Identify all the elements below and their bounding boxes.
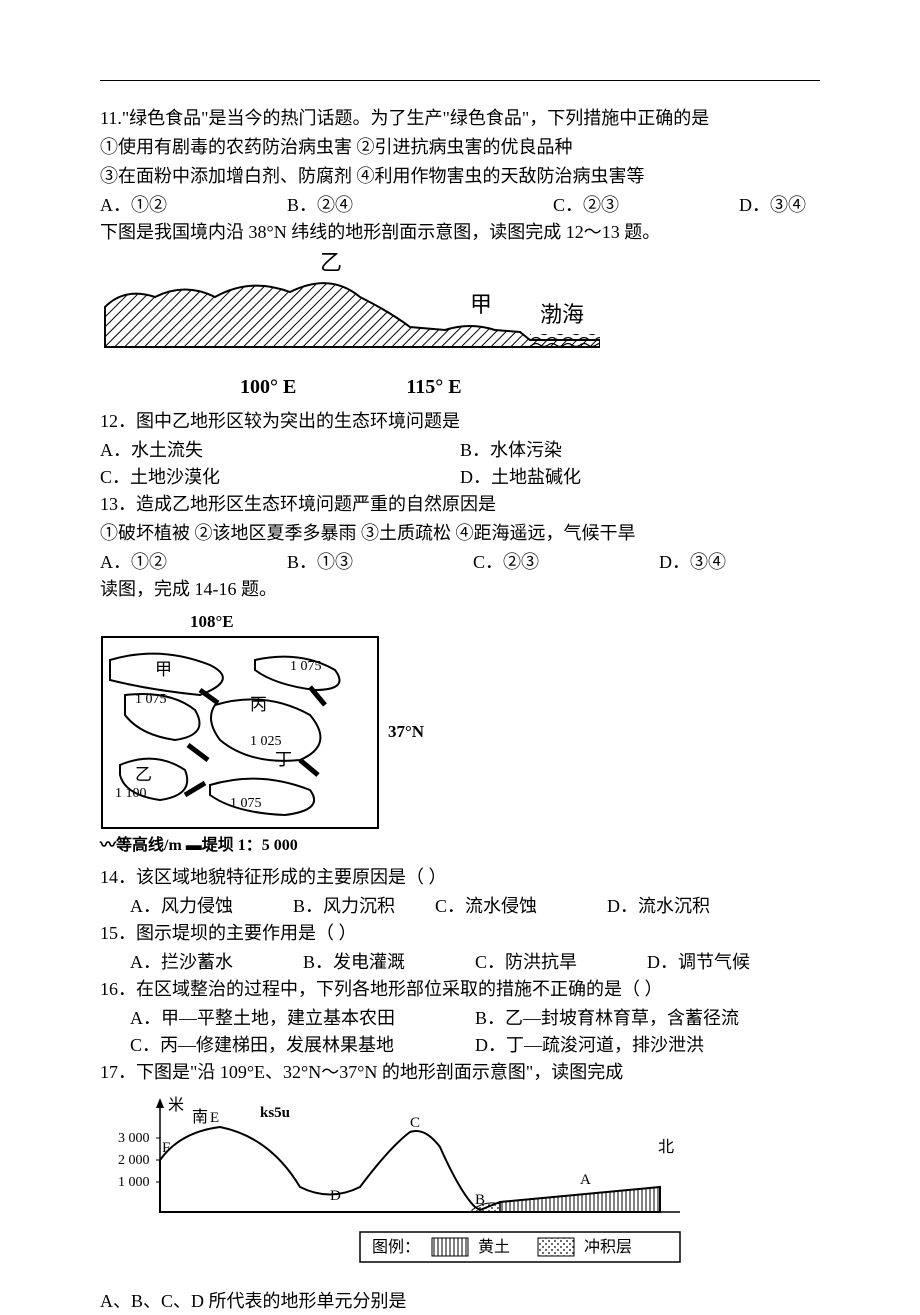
q12-opt-c: C．土地沙漠化	[100, 464, 460, 491]
q12-opt-a: A．水土流失	[100, 437, 460, 464]
q15-opt-b: B．发电灌溉	[303, 949, 405, 976]
contour-lat-label: 37°N	[388, 719, 424, 745]
intro-12-13: 下图是我国境内沿 38°N 纬线的地形剖面示意图，读图完成 12～13 题。	[100, 219, 820, 246]
q13-options: A．①② B．①③ C．②③ D．③④	[100, 549, 820, 576]
svg-text:1 075: 1 075	[290, 659, 322, 674]
svg-text:1 075: 1 075	[135, 692, 167, 707]
svg-text:F: F	[162, 1140, 170, 1156]
q13-opt-b: B．①③	[287, 549, 353, 576]
q16-opt-c: C．丙—修建梯田，发展林果基地	[130, 1032, 475, 1059]
q14-opt-b: B．风力沉积	[293, 893, 395, 920]
q15-opt-c: C．防洪抗旱	[475, 949, 577, 976]
svg-text:图例：: 图例：	[372, 1238, 420, 1256]
svg-text:A: A	[580, 1172, 591, 1188]
q11-opt-c: C．②③	[553, 192, 619, 219]
q14-opt-c: C．流水侵蚀	[435, 893, 537, 920]
contour-legend: 〰等高线/m ▬堤坝 1：5 000	[100, 834, 820, 858]
q15-options: A．拦沙蓄水 B．发电灌溉 C．防洪抗旱 D．调节气候	[100, 949, 820, 976]
q11-opt-b: B．②④	[287, 192, 353, 219]
q15-opt-d: D．调节气候	[647, 949, 750, 976]
q13-items: ①破坏植被 ②该地区夏季多暴雨 ③土质疏松 ④距海遥远，气候干旱	[100, 520, 820, 547]
q11-item-1: ①使用有剧毒的农药防治病虫害 ②引进抗病虫害的优良品种	[100, 134, 820, 161]
label-yi: 乙	[320, 252, 342, 275]
svg-text:1 000: 1 000	[118, 1175, 150, 1190]
svg-text:丁: 丁	[275, 750, 292, 769]
q11-opt-a: A．①②	[100, 192, 167, 219]
q16-row1: A．甲—平整土地，建立基本农田 B．乙—封坡育林育草，含蓄径流	[100, 1005, 820, 1032]
svg-text:米: 米	[168, 1096, 184, 1114]
profile-axis-labels: 100° E 115° E	[100, 372, 820, 402]
q14-stem: 14．该区域地貌特征形成的主要原因是（ ）	[100, 864, 820, 891]
svg-text:B: B	[475, 1192, 485, 1208]
q12-options-row1: A．水土流失 B．水体污染	[100, 437, 820, 464]
figure-profile-109e: 3 000 2 000 1 000 米 南 E ks5u 北 F D C B A…	[100, 1092, 820, 1280]
q12-options-row2: C．土地沙漠化 D．土地盐碱化	[100, 464, 820, 491]
q15-opt-a: A．拦沙蓄水	[130, 949, 233, 976]
svg-text:1 100: 1 100	[115, 786, 147, 801]
q11-stem: 11."绿色食品"是当今的热门话题。为了生产"绿色食品"，下列措施中正确的是	[100, 105, 820, 132]
svg-text:1 025: 1 025	[250, 734, 282, 749]
q16-opt-d: D．丁—疏浚河道，排沙泄洪	[475, 1032, 820, 1059]
svg-text:丙: 丙	[250, 695, 267, 714]
label-jia: 甲	[470, 292, 492, 317]
axis-115e: 115° E	[406, 372, 461, 402]
q16-opt-b: B．乙—封坡育林育草，含蓄径流	[475, 1005, 820, 1032]
svg-text:D: D	[330, 1188, 341, 1204]
q13-stem: 13．造成乙地形区生态环境问题严重的自然原因是	[100, 491, 820, 518]
label-sea: 渤海	[540, 302, 584, 327]
svg-text:3 000: 3 000	[118, 1131, 150, 1146]
q13-opt-a: A．①②	[100, 549, 167, 576]
q11-item-2: ③在面粉中添加增白剂、防腐剂 ④利用作物害虫的天敌防治病虫害等	[100, 163, 820, 190]
svg-text:ks5u: ks5u	[260, 1105, 290, 1121]
q15-stem: 15．图示堤坝的主要作用是（ ）	[100, 920, 820, 947]
svg-text:北: 北	[658, 1138, 674, 1156]
figure-profile-38n: 乙 甲 渤海 100° E 115° E	[100, 252, 820, 402]
q11-opt-d: D．③④	[739, 192, 806, 219]
q17-stem: 17．下图是"沿 109°E、32°N～37°N 的地形剖面示意图"，读图完成	[100, 1059, 820, 1086]
q14-opt-d: D．流水沉积	[607, 893, 710, 920]
svg-text:C: C	[410, 1115, 420, 1131]
q11-options: A．①② B．②④ C．②③ D．③④	[100, 192, 820, 219]
svg-text:1 075: 1 075	[230, 796, 262, 811]
q14-opt-a: A．风力侵蚀	[130, 893, 233, 920]
axis-100e: 100° E	[240, 372, 296, 402]
q16-stem: 16．在区域整治的过程中，下列各地形部位采取的措施不正确的是（ ）	[100, 976, 820, 1003]
q12-opt-b: B．水体污染	[460, 437, 820, 464]
svg-text:冲积层: 冲积层	[584, 1238, 632, 1256]
svg-text:南: 南	[192, 1108, 208, 1126]
q16-opt-a: A．甲—平整土地，建立基本农田	[130, 1005, 475, 1032]
svg-text:甲: 甲	[155, 660, 172, 679]
q12-stem: 12．图中乙地形区较为突出的生态环境问题是	[100, 408, 820, 435]
figure-contour-map: 108°E 甲 丙 乙 丁 1 075 1 075 1 025 1 100	[100, 609, 820, 858]
q13-opt-c: C．②③	[473, 549, 539, 576]
svg-text:黄土: 黄土	[478, 1238, 510, 1256]
q12-opt-d: D．土地盐碱化	[460, 464, 820, 491]
svg-text:E: E	[210, 1110, 219, 1126]
contour-lon-label: 108°E	[190, 609, 820, 635]
svg-text:2 000: 2 000	[118, 1153, 150, 1168]
q17-tail: A、B、C、D 所代表的地形单元分别是	[100, 1288, 820, 1315]
page-top-rule	[100, 80, 820, 81]
q16-row2: C．丙—修建梯田，发展林果基地 D．丁—疏浚河道，排沙泄洪	[100, 1032, 820, 1059]
q14-options: A．风力侵蚀 B．风力沉积 C．流水侵蚀 D．流水沉积	[100, 893, 820, 920]
intro-14-16: 读图，完成 14-16 题。	[100, 576, 820, 603]
q13-opt-d: D．③④	[659, 549, 726, 576]
svg-text:乙: 乙	[135, 765, 152, 784]
